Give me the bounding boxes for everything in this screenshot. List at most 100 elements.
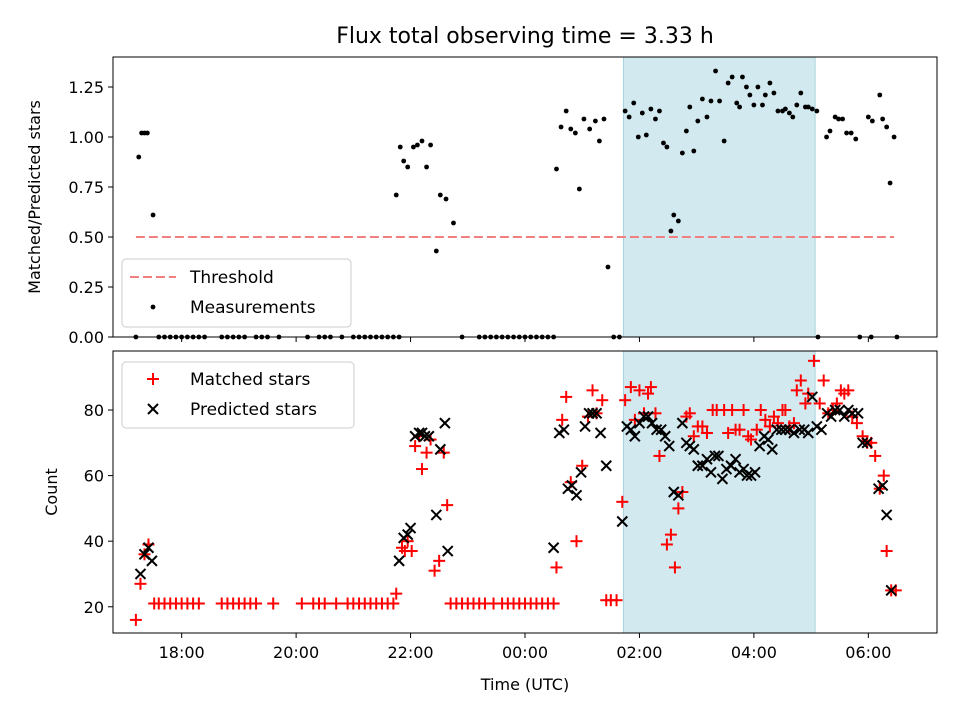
measurements-point <box>708 98 714 104</box>
measurements-point <box>721 138 727 144</box>
matched-stars-point <box>842 384 855 397</box>
predicted-stars-point <box>594 427 607 439</box>
measurements-point <box>643 132 649 138</box>
measurements-point <box>734 100 740 106</box>
predicted-stars-point <box>547 542 560 554</box>
measurements-point <box>622 108 628 114</box>
measurements-point <box>790 114 796 120</box>
measurements-point <box>415 142 420 148</box>
predicted-stars-point <box>825 410 837 423</box>
matched-stars-point <box>668 561 681 574</box>
predicted-stars-point <box>852 407 864 420</box>
measurements-point <box>626 114 632 120</box>
matched-stars-point <box>616 495 629 508</box>
matched-stars-point <box>869 449 882 462</box>
predicted-stars-point <box>753 440 766 452</box>
matched-stars-point <box>556 413 569 426</box>
measurements-point <box>887 180 893 186</box>
measurements-point <box>751 102 757 108</box>
matched-stars-point <box>745 433 758 446</box>
measurements-point <box>844 130 849 136</box>
measurements-point <box>891 134 897 140</box>
predicted-stars-point <box>788 427 800 439</box>
measurements-point <box>747 92 753 98</box>
matched-stars-point <box>405 545 418 558</box>
predicted-stars-point <box>590 407 603 420</box>
measurements-point <box>563 108 569 114</box>
predicted-stars-point <box>558 423 570 436</box>
matched-stars-point <box>664 528 677 541</box>
measurements-point <box>596 138 602 144</box>
y-tick-label: 0.25 <box>68 278 104 297</box>
measurements-point <box>827 128 833 134</box>
predicted-stars-point <box>749 466 761 479</box>
legend-predicted-label: Predicted stars <box>190 400 317 420</box>
measurements-point <box>865 114 871 120</box>
measurements-point <box>848 130 854 136</box>
measurements-point <box>853 136 859 142</box>
matched-stars-point <box>433 554 446 567</box>
predicted-stars-point <box>430 509 443 521</box>
measurements-point <box>428 142 433 148</box>
matched-stars-point <box>409 440 422 453</box>
observing-window-top <box>622 56 816 338</box>
counts-ylabel: Count <box>42 468 61 516</box>
measurements-point <box>884 124 890 130</box>
measurements-point <box>695 118 701 124</box>
measurements-point <box>717 98 722 104</box>
matched-stars-point <box>624 381 637 394</box>
x-tick-label: 06:00 <box>845 643 891 662</box>
matched-stars-point <box>387 597 400 610</box>
measurements-point <box>631 100 637 106</box>
matched-stars-point <box>754 404 767 417</box>
measurements-point <box>880 116 886 122</box>
chart-title: Flux total observing time = 3.33 h <box>336 24 714 49</box>
matched-stars-point <box>779 404 792 417</box>
y-tick-label: 80 <box>84 401 104 420</box>
matched-stars-point <box>428 564 441 577</box>
measurements-point <box>755 84 761 90</box>
matched-stars-point <box>733 423 746 436</box>
predicted-stars-point <box>829 404 841 416</box>
counts-axis-ticks: 20 40 60 80 18:00 20:00 22:00 00:00 02:00 04:00 06… <box>84 401 892 662</box>
measurements-point <box>675 218 681 224</box>
predicted-stars-point <box>439 417 451 429</box>
measurements-point <box>437 192 443 198</box>
y-tick-label: 60 <box>84 467 104 486</box>
measurements-point <box>639 110 645 116</box>
measurements-point <box>740 74 745 80</box>
predicted-stars-point <box>741 469 753 482</box>
predicted-stars-point <box>659 430 671 442</box>
predicted-stars-point <box>629 430 641 442</box>
predicted-stars-point <box>712 450 725 462</box>
predicted-stars-point <box>696 460 709 472</box>
measurements-point <box>836 116 841 122</box>
measurements-point <box>150 212 156 218</box>
predicted-stars-point <box>688 443 700 456</box>
measurements-point <box>737 104 742 110</box>
predicted-stars-point <box>779 423 792 436</box>
predicted-stars-point <box>663 440 675 452</box>
measurements-point <box>443 196 449 202</box>
predicted-stars-point <box>725 460 737 472</box>
matched-stars-point <box>330 597 343 610</box>
y-tick-label: 1.00 <box>68 128 104 147</box>
measurements-point <box>877 92 883 98</box>
x-tick-label: 20:00 <box>273 643 319 662</box>
matched-stars-point <box>390 587 403 600</box>
ratio-axis-ticks: 0.00 0.25 0.50 0.75 1.00 1.25 <box>68 78 869 347</box>
measurements-point <box>687 104 693 110</box>
predicted-stars-point <box>709 450 721 462</box>
measurements-point <box>653 116 658 122</box>
predicted-stars-point <box>570 489 583 501</box>
x-tick-label: 02:00 <box>616 643 662 662</box>
predicted-stars-point <box>616 515 628 528</box>
y-tick-label: 20 <box>84 598 104 617</box>
x-tick-label: 00:00 <box>502 643 548 662</box>
measurements-point <box>568 126 574 132</box>
y-tick-label: 0.75 <box>68 178 104 197</box>
predicted-stars-point <box>401 528 414 541</box>
matched-stars-point <box>750 423 763 436</box>
observing-window-bottom <box>622 350 816 634</box>
measurements-point <box>805 104 811 110</box>
